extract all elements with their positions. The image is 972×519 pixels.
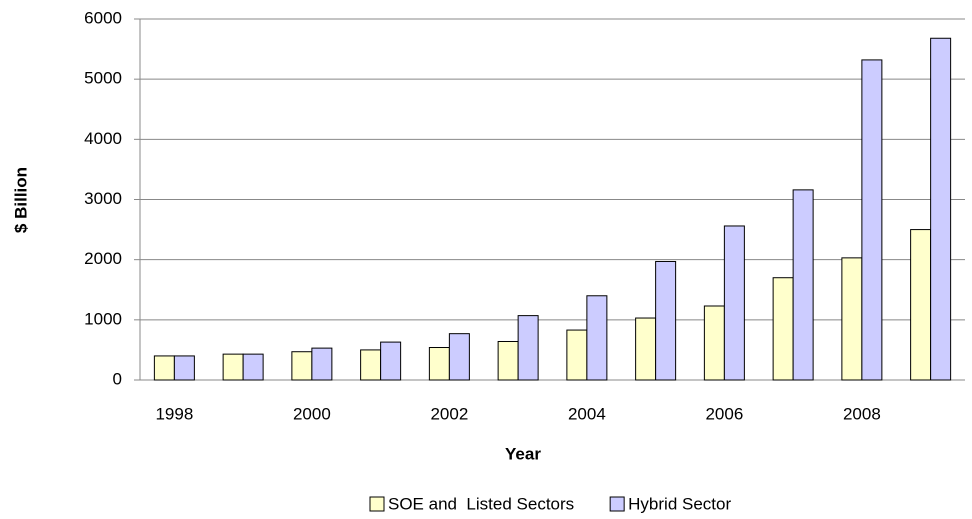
bar [291,351,313,381]
x-tick-label: 2004 [568,404,606,423]
x-axis-label: Year [505,444,541,463]
bar [311,347,333,381]
bar [792,189,814,381]
bar [655,260,677,381]
y-axis-label: $ Billion [11,167,30,233]
bar [703,305,725,381]
bar [635,317,657,381]
bar [428,347,450,381]
y-tick-label: 4000 [84,129,122,148]
legend-swatch [369,496,385,512]
bar [910,229,932,381]
bar [173,355,195,381]
legend-label: SOE and Listed Sectors [388,494,574,513]
y-tick-label: 2000 [84,249,122,268]
bar [360,349,382,381]
bar [517,315,539,381]
bar [723,225,745,381]
legend-swatch [609,496,625,512]
bar [380,341,402,381]
x-tick-label: 1998 [155,404,193,423]
bar [566,329,588,381]
bar [586,295,608,381]
bar [222,353,244,381]
y-tick-label: 0 [113,369,122,388]
x-tick-label: 2008 [843,404,881,423]
bar [841,257,863,381]
x-tick-label: 2000 [293,404,331,423]
y-tick-label: 6000 [84,8,122,27]
bar [242,353,264,381]
legend-label: Hybrid Sector [628,494,731,513]
bar [448,333,470,381]
x-tick-label: 2006 [705,404,743,423]
y-tick-label: 5000 [84,69,122,88]
bar [153,355,175,381]
y-tick-label: 1000 [84,309,122,328]
x-tick-label: 2002 [430,404,468,423]
bar [772,277,794,381]
bar [861,59,883,381]
bar [930,37,952,381]
bar [497,340,519,381]
y-tick-label: 3000 [84,189,122,208]
